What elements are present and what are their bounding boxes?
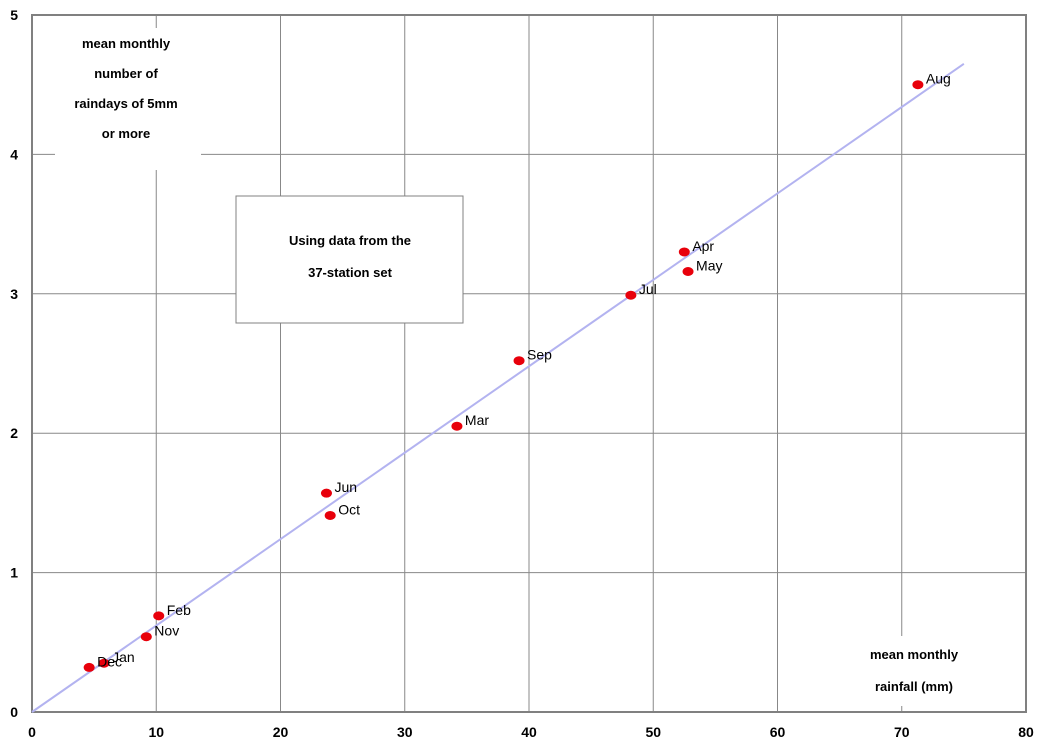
data-point [324, 510, 336, 520]
data-point-label: May [696, 257, 722, 273]
y-axis-label-line: or more [102, 126, 150, 141]
y-tick-label: 2 [10, 425, 18, 441]
data-point-label: Apr [692, 238, 714, 254]
x-axis-label-line: mean monthly [870, 647, 959, 662]
x-tick-label: 30 [397, 724, 413, 740]
data-point-label: Dec [97, 653, 122, 669]
data-point [513, 356, 525, 366]
data-point-label: Sep [527, 347, 552, 363]
y-tick-label: 1 [10, 565, 18, 581]
x-tick-label: 40 [521, 724, 537, 740]
data-point [678, 247, 690, 257]
data-point-label: Jan [112, 649, 135, 665]
data-point-label: Oct [338, 501, 360, 517]
y-tick-label: 0 [10, 704, 18, 720]
data-point [98, 658, 110, 668]
data-point-label: Nov [154, 623, 179, 639]
trendline [31, 62, 965, 713]
data-point-label: Feb [167, 602, 191, 618]
x-axis-label: mean monthly rainfall (mm) [828, 636, 1000, 706]
annotation-box: Using data from the 37-station set [235, 195, 464, 324]
data-point [320, 488, 332, 498]
y-axis-label-line: number of [94, 66, 158, 81]
x-tick-label: 20 [273, 724, 289, 740]
data-point [682, 266, 694, 276]
plot-frame [31, 14, 1027, 713]
data-point [140, 632, 152, 642]
data-point [625, 290, 637, 300]
x-tick-label: 80 [1018, 724, 1034, 740]
x-tick-label: 50 [645, 724, 661, 740]
data-point-label: Jul [639, 281, 657, 297]
y-tick-label: 3 [10, 286, 18, 302]
data-points: Jan Feb Mar Apr May Jun Jul Aug Sep Oct Nov Dec [83, 71, 951, 672]
y-axis-label-line: mean monthly [82, 36, 171, 51]
x-tick-label: 60 [770, 724, 786, 740]
y-tick-label: 5 [10, 7, 18, 23]
y-axis-label: mean monthly number of raindays of 5mm or m… [55, 28, 201, 170]
data-point-label: Jun [334, 479, 357, 495]
x-tick-label: 10 [148, 724, 164, 740]
x-tick-label: 0 [28, 724, 36, 740]
y-axis-label-line: raindays of 5mm [74, 96, 177, 111]
data-point [912, 80, 924, 90]
annotation-box-frame [235, 195, 464, 324]
data-point [83, 662, 95, 672]
data-point-label: Mar [465, 412, 489, 428]
annotation-line: 37-station set [308, 265, 392, 280]
data-point [153, 611, 165, 621]
y-axis-label-background [55, 28, 201, 170]
axis-ticks: 0 10 20 30 40 50 60 70 80 0 1 2 3 4 5 [10, 7, 1034, 740]
annotation-line: Using data from the [289, 233, 411, 248]
x-axis-label-background [828, 636, 1000, 706]
y-tick-label: 4 [10, 146, 18, 162]
data-point-label: Aug [926, 71, 951, 87]
x-axis-label-line: rainfall (mm) [875, 679, 953, 694]
data-point [451, 421, 463, 431]
x-tick-label: 70 [894, 724, 910, 740]
